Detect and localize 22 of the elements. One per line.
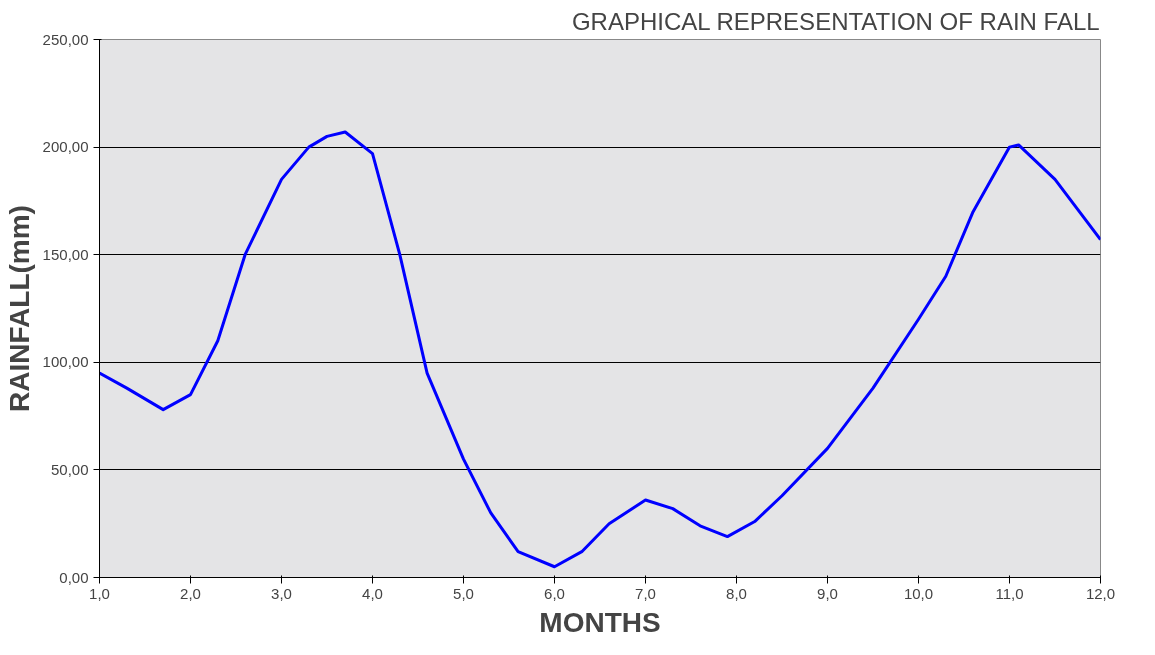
x-tick-label: 7,0 — [635, 584, 656, 602]
x-tick-label: 5,0 — [453, 584, 474, 602]
x-tick-label: 2,0 — [180, 584, 201, 602]
x-tick-label: 1,0 — [89, 584, 110, 602]
x-tick-label: 6,0 — [544, 584, 565, 602]
x-tick-label: 10,0 — [903, 584, 934, 602]
x-tick-label: 9,0 — [817, 584, 838, 602]
line-series — [99, 130, 1101, 569]
x-tick-label: 12,0 — [1085, 584, 1116, 602]
y-tick-label: 50,00 — [50, 460, 89, 478]
y-tick-label: 150,00 — [42, 245, 89, 263]
x-tick-label: 3,0 — [271, 584, 292, 602]
chart-title: GRAPHICAL REPRESENTATION OF RAIN FALL — [571, 7, 1100, 35]
x-axis-title: MONTHS — [539, 606, 661, 638]
y-axis-title: RAINFALL(mm) — [3, 205, 35, 412]
y-tick-label: 250,00 — [42, 30, 89, 48]
y-tick-label: 100,00 — [42, 353, 89, 371]
y-tick-label: 0,00 — [59, 568, 89, 586]
x-tick-label: 4,0 — [362, 584, 383, 602]
y-tick-label: 200,00 — [42, 138, 89, 156]
x-tick-label: 8,0 — [726, 584, 747, 602]
x-tick-label: 11,0 — [995, 584, 1024, 602]
